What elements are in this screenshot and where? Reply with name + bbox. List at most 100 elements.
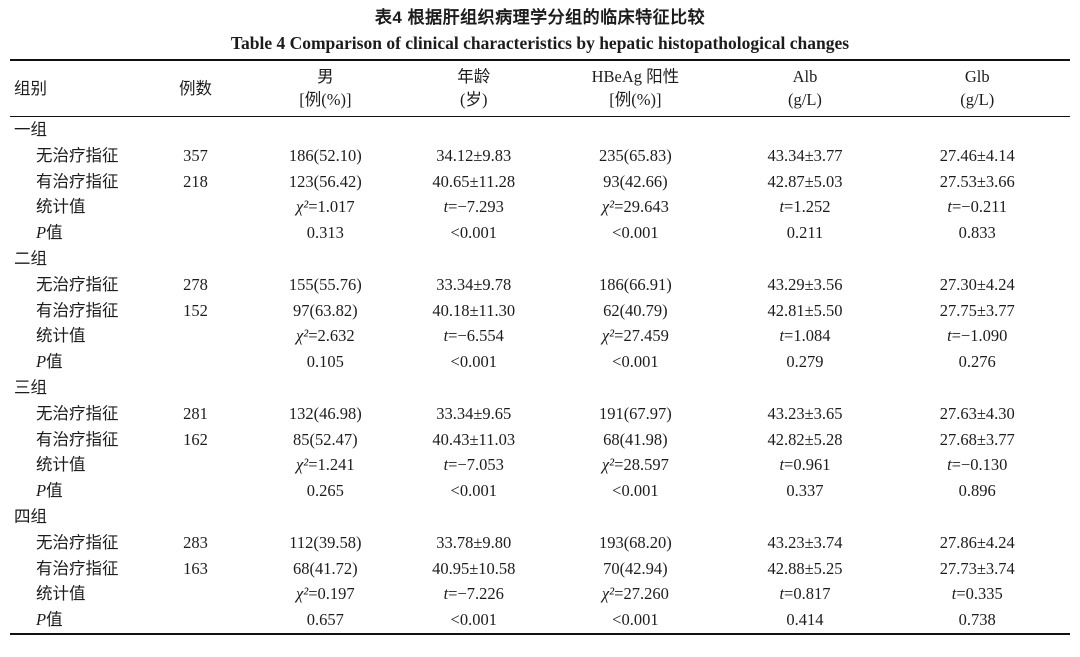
table-cell: 27.75±3.77 [939,300,1015,320]
table-cell: 42.81±5.50 [767,300,843,320]
table-cell: 43.29±3.56 [767,274,843,294]
table-cell: 68(41.72) [293,558,358,578]
table-cell: t=1.084 [779,326,831,346]
row-label: 统计值 [36,197,86,217]
column-header-line1: Alb [792,67,818,86]
table-cell: χ²=1.017 [296,197,355,217]
table-cell: 163 [183,558,208,578]
row-label: 统计值 [36,455,86,475]
table-cell: 33.78±9.80 [436,532,512,552]
table-cell: 42.82±5.28 [767,429,843,449]
table-cell: 123(56.42) [288,171,362,191]
table-header: 组别 例数男 [例(%)] 年龄 (岁) HBeAg 阳性 [例(%)] Alb (g/L) Gl… [10,60,1070,117]
table-title-zh: 表4 根据肝组织病理学分组的临床特征比较 [374,8,706,27]
group-header-row: 四组 [10,504,1070,530]
table-titles: 表4 根据肝组织病理学分组的临床特征比较 Table 4 Comparison … [0,0,1080,56]
table-cell: t=0.817 [779,584,831,604]
table-cell: 27.73±3.74 [939,558,1015,578]
column-header: Glb (g/L) [884,60,1070,117]
table-cell: χ²=1.241 [296,455,355,475]
table-row: P值 0.313 <0.001 <0.001 0.211 0.833 [10,220,1070,246]
table-cell: 40.65±11.28 [432,171,516,191]
table-cell: t=0.335 [951,584,1003,604]
table-body: 一组无治疗指征 357 186(52.10) 34.12±9.83 235(65.83)… [10,117,1070,634]
table-cell [143,478,249,504]
column-header: 年龄 (岁) [402,60,546,117]
row-label: 有治疗指征 [36,171,119,191]
table-cell: 278 [183,274,208,294]
table-cell: 162 [183,429,208,449]
column-header-line1: 组别 [14,78,47,98]
table-cell: 132(46.98) [288,403,362,423]
column-header: Alb (g/L) [725,60,885,117]
clinical-characteristics-table: 组别 例数男 [例(%)] 年龄 (岁) HBeAg 阳性 [例(%)] Alb (g/L) Gl… [10,59,1070,635]
table-cell: 97(63.82) [293,300,358,320]
table-cell: 218 [183,171,208,191]
header-row: 组别 例数男 [例(%)] 年龄 (岁) HBeAg 阳性 [例(%)] Alb (g/L) Gl… [10,60,1070,117]
table-row: 统计值 χ²=0.197 t=−7.226 χ²=27.260 t=0.817 t=0.3… [10,581,1070,607]
table-cell: 70(42.94) [603,558,668,578]
column-header-line1: 男 [317,67,334,86]
table-cell: 0.414 [786,610,824,630]
column-header-line1: 年龄 [457,67,491,86]
table-cell: <0.001 [612,481,659,501]
table-row: 统计值 χ²=1.241 t=−7.053 χ²=28.597 t=0.961 t=−0.… [10,452,1070,478]
row-label: P值 [36,352,63,372]
table-cell: t=−0.211 [947,197,1008,217]
table-row: 无治疗指征 281 132(46.98) 33.34±9.65 191(67.97) 43… [10,401,1070,427]
row-label: P值 [36,610,63,630]
table-row: 统计值 χ²=2.632 t=−6.554 χ²=27.459 t=1.084 t=−1.… [10,323,1070,349]
table-cell: 85(52.47) [293,429,358,449]
column-header-line2: (岁) [459,90,488,109]
table-cell: 0.657 [306,610,344,630]
table-cell: χ²=28.597 [601,455,669,475]
table-cell: 27.30±4.24 [939,274,1015,294]
table-cell: t=−7.053 [443,455,504,475]
table-cell: <0.001 [450,610,497,630]
table-cell: 186(66.91) [598,274,672,294]
table-cell: 93(42.66) [603,171,668,191]
row-label: 无治疗指征 [36,532,119,552]
table-cell: <0.001 [612,223,659,243]
table-cell: 0.833 [958,223,996,243]
table-cell: 0.313 [306,223,344,243]
table-cell: 235(65.83) [598,145,672,165]
table-cell: 27.46±4.14 [939,145,1015,165]
table-cell: 33.34±9.78 [436,274,512,294]
table-cell: 34.12±9.83 [436,145,512,165]
column-header-line2: [例(%)] [609,90,662,109]
table-cell: 186(52.10) [288,145,362,165]
table-cell: 68(41.98) [603,429,668,449]
group-header-row: 二组 [10,246,1070,272]
column-header: HBeAg 阳性 [例(%)] [545,60,726,117]
table-cell [143,220,249,246]
group-header-row: 一组 [10,117,1070,143]
column-header-line2: (g/L) [960,90,995,109]
table-cell: 283 [183,532,208,552]
table-row: 无治疗指征 357 186(52.10) 34.12±9.83 235(65.83) 43… [10,143,1070,169]
column-header-line2: [例(%)] [299,90,352,109]
table-cell: 27.68±3.77 [939,429,1015,449]
table-cell: 40.43±11.03 [432,429,516,449]
table-cell: 43.23±3.74 [767,532,843,552]
table-cell: 40.18±11.30 [432,300,516,320]
table-row: P值 0.657 <0.001 <0.001 0.414 0.738 [10,607,1070,634]
table-row: 统计值 χ²=1.017 t=−7.293 χ²=29.643 t=1.252 t=−0.… [10,194,1070,220]
table-cell [143,607,249,634]
table-cell [143,581,249,607]
table-cell: <0.001 [612,352,659,372]
table-row: 有治疗指征 218 123(56.42) 40.65±11.28 93(42.66) 42… [10,169,1070,195]
table-cell: χ²=27.260 [601,584,669,604]
table-cell: χ²=29.643 [601,197,669,217]
table-row: 无治疗指征 278 155(55.76) 33.34±9.78 186(66.91) 43… [10,272,1070,298]
group-label: 三组 [14,377,47,397]
table-cell: 0.337 [786,481,824,501]
row-label: P值 [36,481,63,501]
column-header-line1: 例数 [179,78,212,98]
table-cell: t=−6.554 [443,326,504,346]
row-label: 统计值 [36,326,86,346]
table-cell: 0.105 [306,352,344,372]
table-cell: t=−0.130 [947,455,1008,475]
table-cell: 62(40.79) [603,300,668,320]
table-cell: 357 [183,145,208,165]
